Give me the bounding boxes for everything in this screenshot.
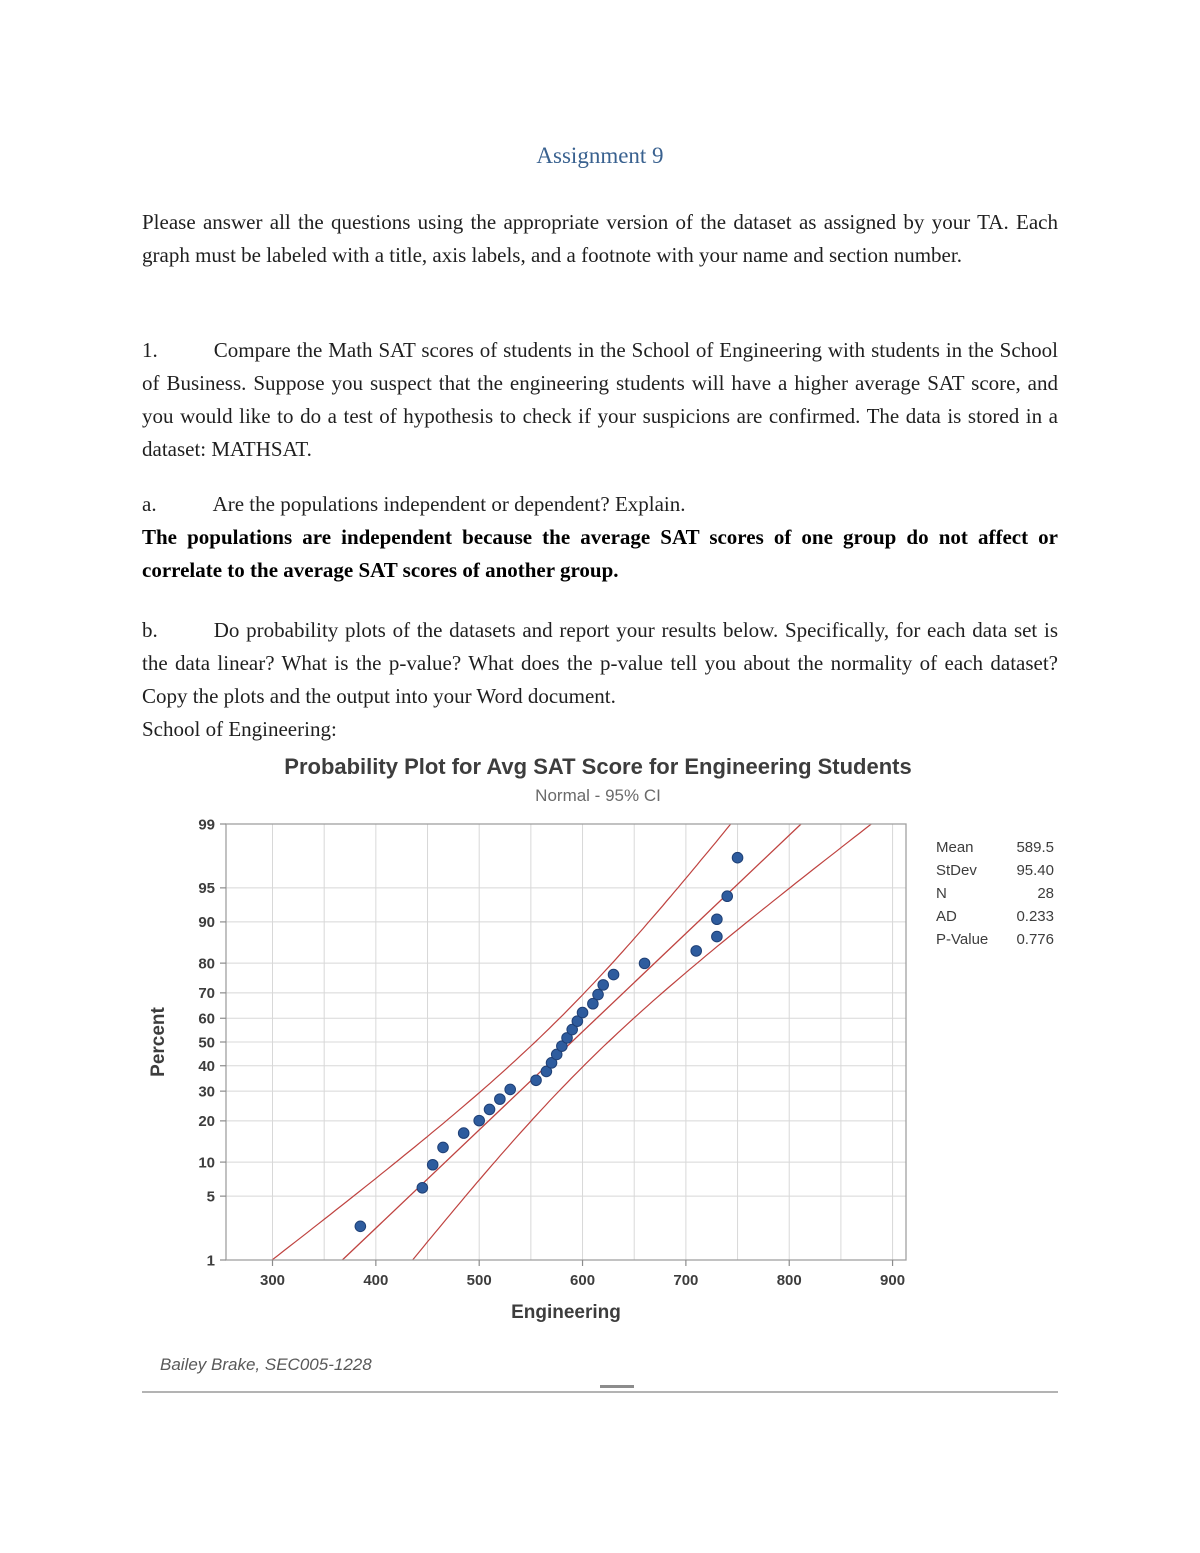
x-axis-label: Engineering: [511, 1302, 621, 1323]
y-axis-label: Percent: [148, 1006, 169, 1076]
question-1a-text: Are the populations independent or depen…: [212, 492, 686, 516]
y-tick-label: 70: [198, 985, 215, 1002]
stat-value: 95.40: [1016, 862, 1054, 879]
y-tick-label: 80: [198, 955, 215, 972]
data-point: [354, 1220, 367, 1233]
stat-value: 0.233: [1016, 908, 1054, 925]
data-point: [711, 913, 723, 926]
data-point: [571, 1015, 584, 1027]
data-point: [721, 890, 734, 903]
school-of-engineering-label: School of Engineering:: [142, 717, 337, 741]
ci-lower-line: [271, 824, 732, 1260]
data-point: [483, 1103, 496, 1116]
data-point: [587, 997, 599, 1010]
page-divider: [142, 1391, 1058, 1393]
stat-label: P-Value: [936, 931, 988, 948]
x-tick-label: 300: [260, 1272, 285, 1289]
question-1b-paragraph: b. Do probability plots of the datasets a…: [142, 614, 1058, 713]
axis-ticks: [220, 823, 894, 1266]
stat-label: Mean: [936, 839, 974, 856]
data-point: [566, 1023, 579, 1036]
intro-paragraph: Please answer all the questions using th…: [142, 210, 1058, 267]
question-1-paragraph: 1. Compare the Math SAT scores of student…: [142, 334, 1058, 466]
question-1-text: Compare the Math SAT scores of students …: [142, 338, 1058, 461]
data-point: [731, 851, 744, 864]
question-1b-text: Do probability plots of the datasets and…: [142, 618, 1058, 708]
chart-title: Probability Plot for Avg SAT Score for E…: [284, 754, 911, 779]
y-tick-label: 30: [198, 1083, 215, 1100]
data-point: [504, 1083, 516, 1096]
question-1a-answer: The populations are independent because …: [142, 525, 1058, 582]
data-point: [545, 1057, 558, 1069]
y-tick-label: 50: [198, 1034, 215, 1051]
data-point: [556, 1040, 568, 1052]
divider-notch: [600, 1385, 634, 1388]
x-tick-label: 700: [673, 1272, 698, 1289]
x-tick-label: 600: [570, 1272, 595, 1289]
x-tick-label: 800: [777, 1272, 802, 1289]
data-point: [597, 979, 610, 991]
stat-value: 0.776: [1016, 931, 1054, 948]
probability-plot-canvas: 300 400 500 600 700 800 900 1 5 10 20 30 40 50 60 70 80 9…: [138, 748, 1058, 1353]
document-title: Assignment 9: [536, 143, 664, 168]
x-tick-label: 500: [467, 1272, 492, 1289]
y-tick-label: 10: [198, 1154, 215, 1171]
data-point: [426, 1158, 439, 1171]
ci-upper-line: [412, 824, 872, 1260]
data-point: [690, 945, 703, 957]
chart-subtitle: Normal - 95% CI: [535, 786, 661, 805]
data-point: [576, 1006, 589, 1019]
probability-plot-svg: 300 400 500 600 700 800 900 1 5 10 20 30 40 50 60 70 80 9…: [148, 754, 1054, 1323]
data-point: [711, 930, 723, 943]
question-1b-number: b.: [142, 618, 158, 642]
stat-value: 28: [1037, 885, 1054, 902]
data-points: [354, 851, 744, 1233]
question-1-number: 1.: [142, 338, 158, 362]
data-point: [592, 988, 604, 1001]
x-tick-label: 400: [363, 1272, 388, 1289]
data-point: [473, 1114, 485, 1127]
data-point: [530, 1074, 542, 1087]
y-tick-label: 95: [198, 880, 215, 897]
data-point: [437, 1141, 449, 1154]
chart-footnote: Bailey Brake, SEC005-1228: [160, 1355, 372, 1374]
y-tick-label: 5: [207, 1188, 215, 1205]
stat-label: StDev: [936, 862, 977, 879]
data-point: [638, 957, 651, 970]
data-point: [540, 1065, 553, 1078]
data-point: [550, 1048, 563, 1061]
data-point: [494, 1093, 506, 1105]
y-tick-label: 40: [198, 1058, 215, 1075]
x-tick-label: 900: [880, 1272, 905, 1289]
y-tick-label: 20: [198, 1113, 215, 1130]
y-tick-label: 90: [198, 914, 215, 931]
stat-label: AD: [936, 908, 957, 925]
question-1a-number: a.: [142, 492, 157, 516]
data-point: [416, 1181, 429, 1194]
y-tick-label: 1: [207, 1252, 215, 1269]
probability-plot-figure: 300 400 500 600 700 800 900 1 5 10 20 30 40 50 60 70 80 9…: [138, 748, 1058, 1375]
y-tick-label: 99: [198, 816, 215, 833]
stat-label: N: [936, 885, 947, 902]
question-1a-paragraph: a. Are the populations independent or dep…: [142, 488, 1058, 521]
data-point: [607, 968, 620, 981]
data-point: [457, 1127, 470, 1139]
data-point: [561, 1032, 573, 1044]
stat-value: 589.5: [1016, 839, 1054, 856]
y-tick-label: 60: [198, 1011, 215, 1028]
